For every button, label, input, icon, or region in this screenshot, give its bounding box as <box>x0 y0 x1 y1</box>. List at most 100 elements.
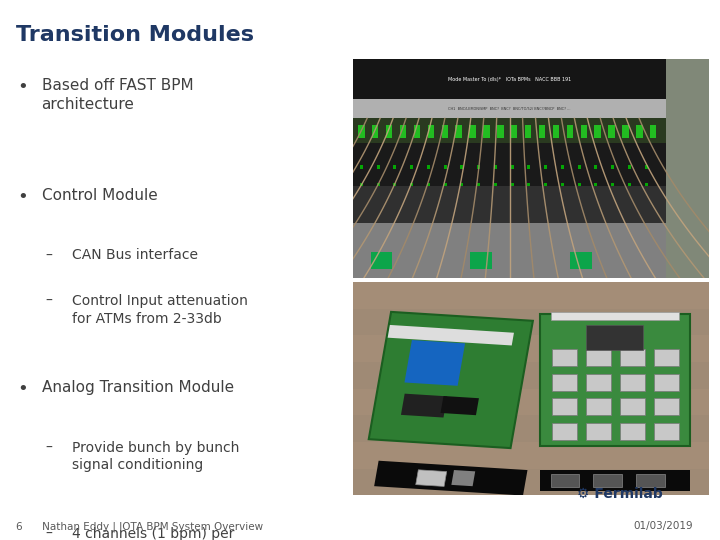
Bar <box>386 125 392 138</box>
Bar <box>540 470 690 491</box>
Bar <box>377 165 379 168</box>
Text: Mode Master To (dls)*   IOTa BPMs   NACC BBB 191: Mode Master To (dls)* IOTa BPMs NACC BBB… <box>448 77 571 82</box>
Text: Control Input attenuation
for ATMs from 2-33db: Control Input attenuation for ATMs from … <box>72 294 248 326</box>
Bar <box>608 125 615 138</box>
Bar <box>353 282 709 308</box>
Bar <box>510 183 513 186</box>
Polygon shape <box>540 314 690 446</box>
Bar <box>644 183 647 186</box>
Text: –: – <box>45 294 52 308</box>
Bar <box>620 374 645 390</box>
Polygon shape <box>369 312 533 448</box>
Bar <box>552 349 577 366</box>
Text: •: • <box>17 380 28 398</box>
Bar <box>456 125 462 138</box>
Bar <box>353 118 667 143</box>
Bar <box>636 125 642 138</box>
Polygon shape <box>415 470 446 487</box>
Polygon shape <box>405 340 465 386</box>
Bar <box>400 125 406 138</box>
Bar <box>393 165 396 168</box>
Bar <box>654 374 679 390</box>
Bar <box>510 165 513 168</box>
Bar <box>552 423 577 440</box>
Bar <box>544 183 547 186</box>
Bar <box>551 474 579 487</box>
Text: 4 channels (1 bpm) per
module: 4 channels (1 bpm) per module <box>72 527 235 540</box>
Bar <box>444 183 446 186</box>
Bar <box>469 125 476 138</box>
Bar <box>353 143 667 186</box>
Bar <box>528 183 531 186</box>
Bar <box>654 349 679 366</box>
Text: CAN Bus interface: CAN Bus interface <box>72 248 199 262</box>
Bar <box>577 183 580 186</box>
Bar <box>428 125 434 138</box>
Bar <box>497 125 503 138</box>
Bar <box>567 125 573 138</box>
Text: Provide bunch by bunch
signal conditioning: Provide bunch by bunch signal conditioni… <box>72 441 240 472</box>
Bar <box>353 59 364 278</box>
Bar <box>358 125 364 138</box>
Bar <box>595 183 598 186</box>
Polygon shape <box>387 325 514 346</box>
Text: 01/03/2019: 01/03/2019 <box>634 522 693 531</box>
Bar <box>353 308 709 335</box>
Text: –: – <box>45 248 52 262</box>
Bar <box>483 125 490 138</box>
Bar <box>410 183 413 186</box>
Bar <box>477 165 480 168</box>
Bar <box>477 183 480 186</box>
Bar <box>553 125 559 138</box>
Bar <box>353 224 667 278</box>
Bar <box>353 469 709 495</box>
Bar <box>353 335 709 362</box>
Polygon shape <box>451 470 475 486</box>
Bar <box>353 389 709 415</box>
Bar <box>561 165 564 168</box>
Bar <box>593 474 622 487</box>
Text: •: • <box>17 78 28 96</box>
Bar <box>577 165 580 168</box>
Bar <box>586 325 643 350</box>
Bar <box>620 423 645 440</box>
Bar <box>360 183 363 186</box>
Text: –: – <box>45 527 52 540</box>
Bar <box>552 374 577 390</box>
Bar <box>628 183 631 186</box>
Bar <box>570 252 592 269</box>
Bar <box>586 374 611 390</box>
Bar <box>644 165 647 168</box>
Bar <box>511 125 518 138</box>
Bar <box>611 183 614 186</box>
Bar <box>528 165 531 168</box>
Text: ⚙ Fermilab: ⚙ Fermilab <box>577 487 662 501</box>
Bar <box>353 415 709 442</box>
Text: Transition Modules: Transition Modules <box>16 25 254 45</box>
Bar <box>371 252 392 269</box>
Bar <box>552 398 577 415</box>
Bar <box>650 125 657 138</box>
Bar <box>360 165 363 168</box>
Polygon shape <box>441 396 479 415</box>
Bar <box>595 165 598 168</box>
Bar <box>551 312 679 320</box>
Text: •: • <box>17 188 28 206</box>
Text: 6      Nathan Eddy | IOTA BPM System Overview: 6 Nathan Eddy | IOTA BPM System Overview <box>16 521 263 532</box>
Bar <box>427 165 430 168</box>
Bar <box>654 398 679 415</box>
Bar <box>353 99 667 118</box>
Text: –: – <box>45 441 52 455</box>
Polygon shape <box>374 461 528 496</box>
Bar <box>372 125 379 138</box>
Bar <box>586 423 611 440</box>
Bar <box>494 165 497 168</box>
Bar <box>620 349 645 366</box>
Bar <box>353 442 709 469</box>
Bar <box>460 183 463 186</box>
Bar <box>595 125 601 138</box>
Bar <box>393 183 396 186</box>
Bar <box>561 183 564 186</box>
Bar <box>586 349 611 366</box>
Bar <box>525 125 531 138</box>
